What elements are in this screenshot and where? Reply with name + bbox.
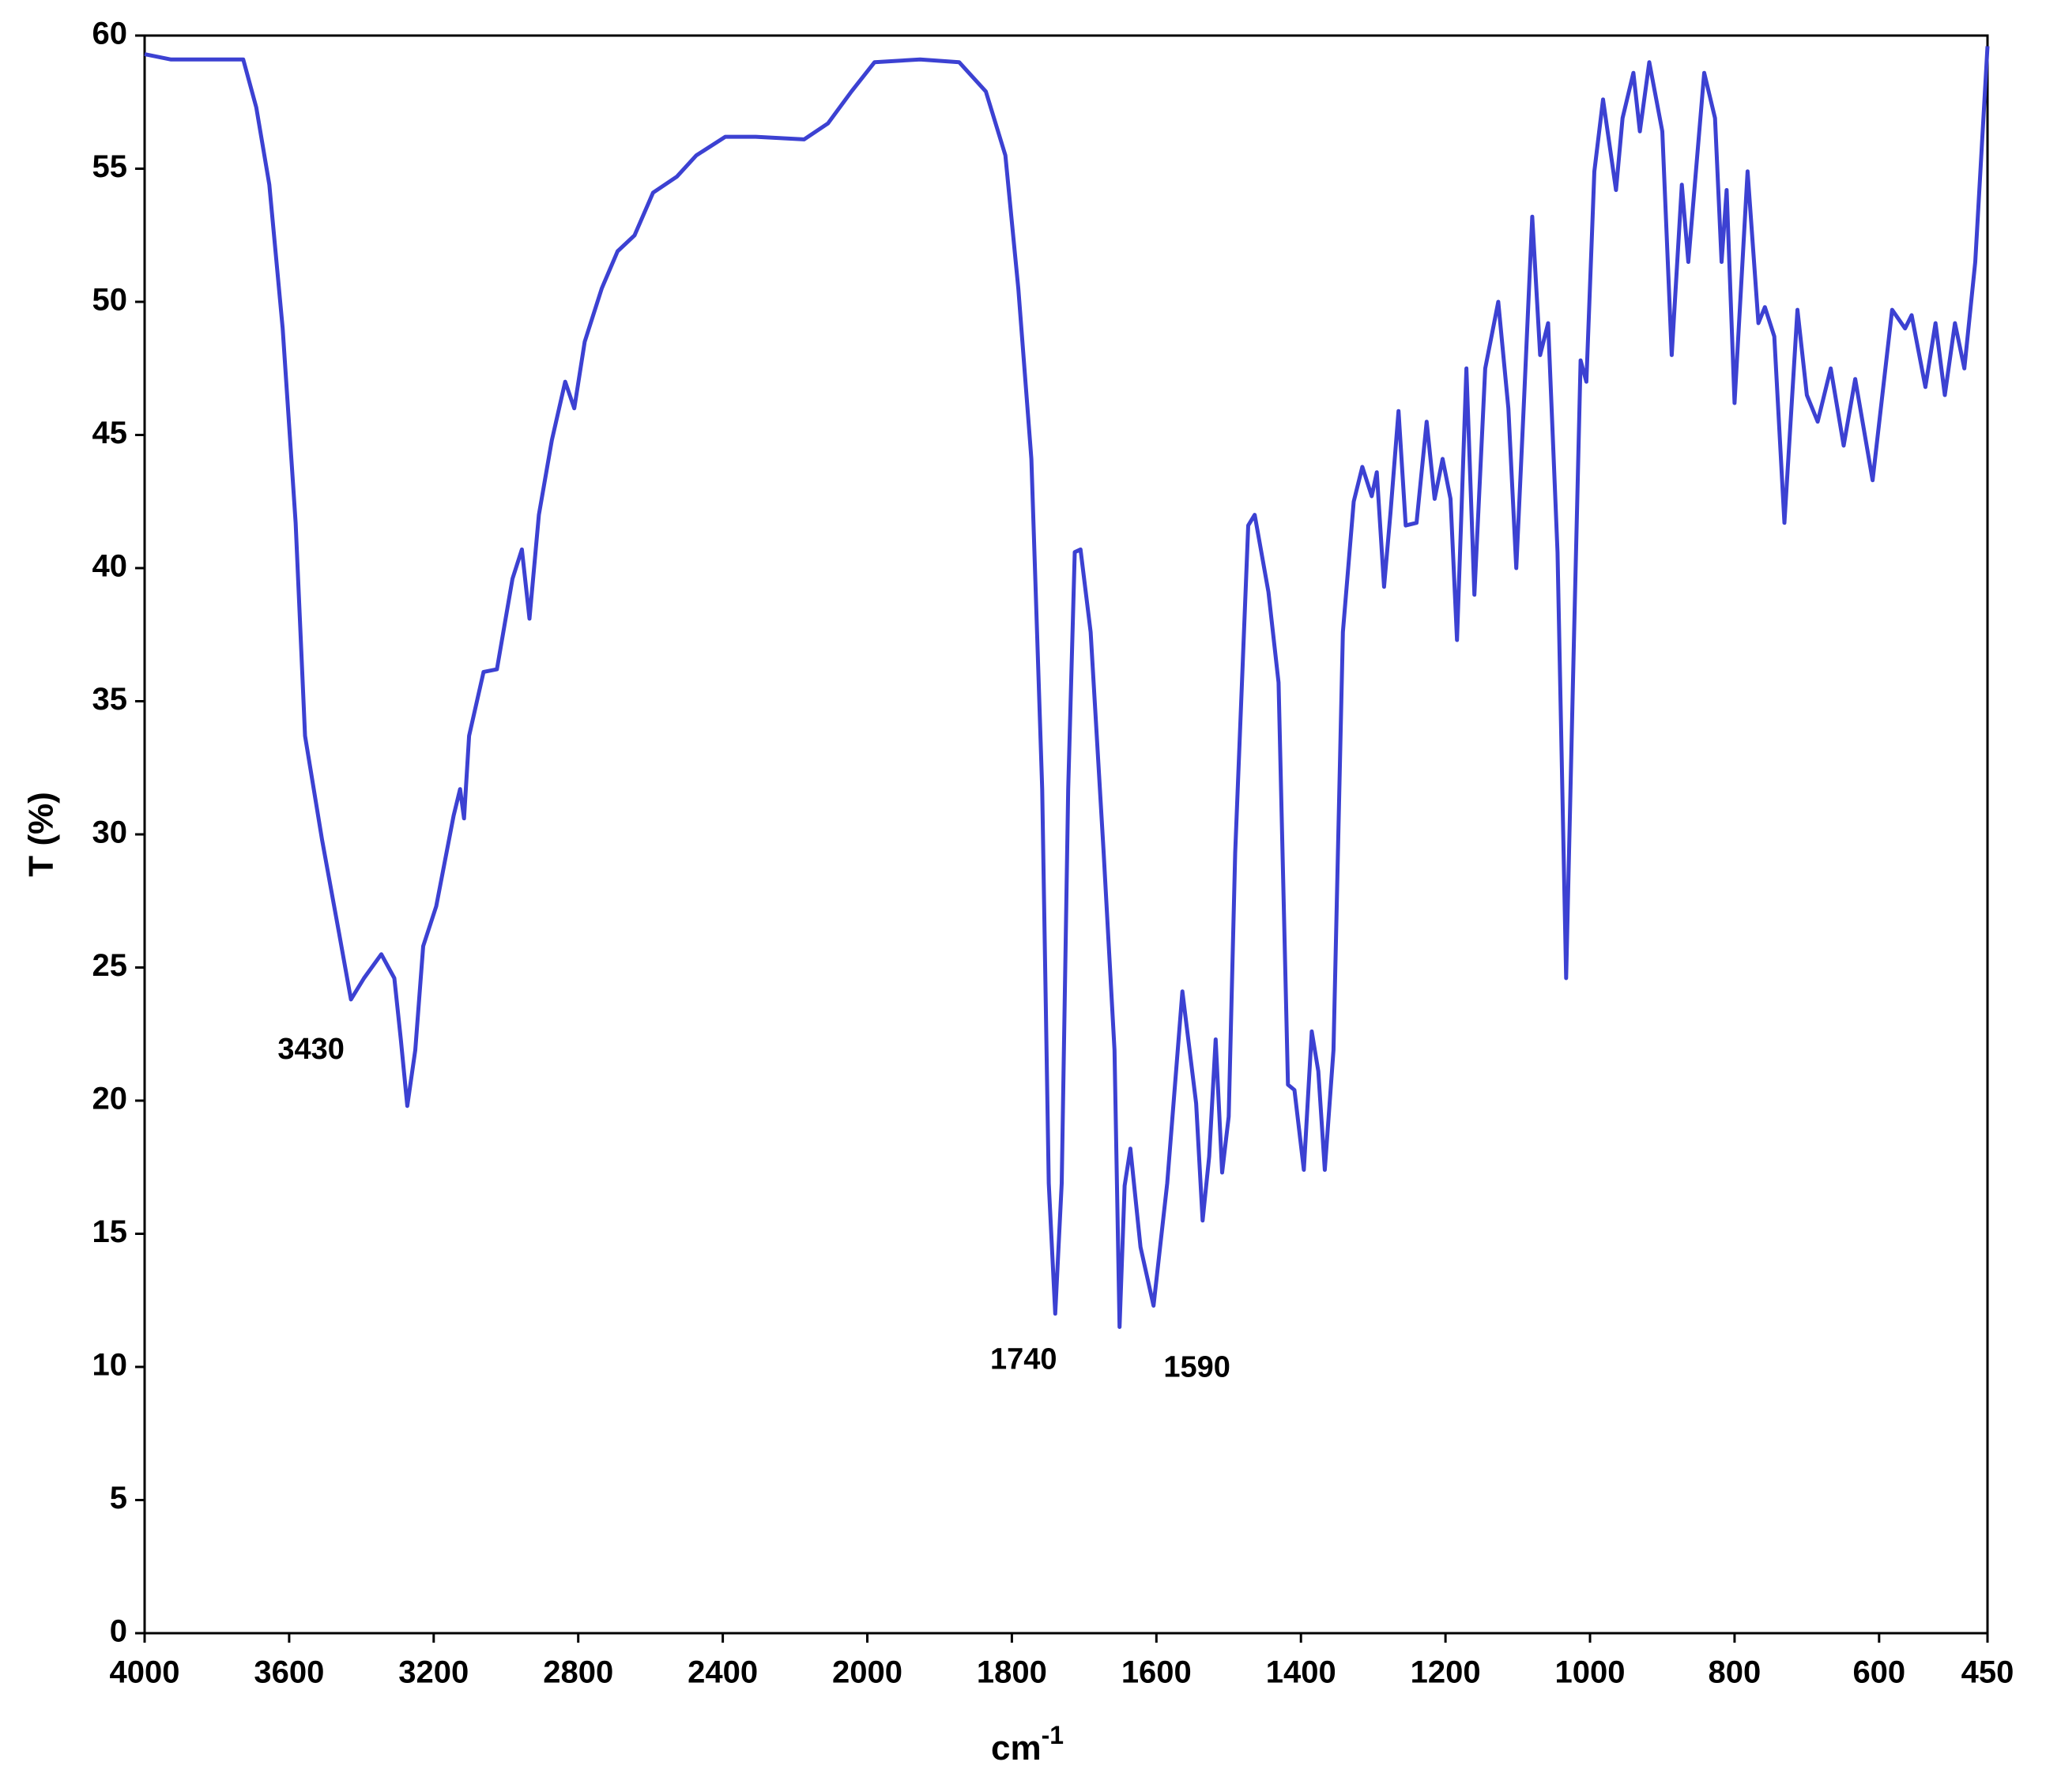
y-tick-label: 30 bbox=[92, 815, 128, 850]
y-tick-label: 55 bbox=[92, 149, 128, 184]
x-tick-label: 2000 bbox=[832, 1655, 902, 1690]
y-tick-label: 45 bbox=[92, 416, 128, 450]
y-tick-label: 15 bbox=[92, 1214, 128, 1249]
plot-frame bbox=[143, 34, 1989, 1635]
x-axis-label-text: cm bbox=[991, 1729, 1042, 1768]
y-tick-label: 40 bbox=[92, 549, 128, 584]
peak-annotation: 1740 bbox=[990, 1343, 1057, 1376]
x-tick-label: 1200 bbox=[1411, 1655, 1481, 1690]
spectrum-line bbox=[144, 46, 1990, 1329]
x-tick-label: 1400 bbox=[1266, 1655, 1336, 1690]
x-tick-label: 1600 bbox=[1121, 1655, 1192, 1690]
x-tick-label: 3200 bbox=[398, 1655, 469, 1690]
x-tick-label: 2400 bbox=[688, 1655, 758, 1690]
x-tick-label: 4000 bbox=[110, 1655, 180, 1690]
x-tick-label: 450 bbox=[1961, 1655, 2014, 1690]
x-tick-label: 800 bbox=[1709, 1655, 1761, 1690]
y-tick-label: 10 bbox=[92, 1348, 128, 1383]
x-tick-label: 1800 bbox=[977, 1655, 1047, 1690]
y-tick-label: 20 bbox=[92, 1082, 128, 1116]
y-tick-label: 35 bbox=[92, 682, 128, 717]
y-tick-label: 0 bbox=[110, 1614, 127, 1649]
x-axis-label: cm-1 bbox=[991, 1721, 1064, 1767]
x-tick-label: 600 bbox=[1852, 1655, 1905, 1690]
x-axis-label-superscript: -1 bbox=[1042, 1721, 1064, 1749]
y-tick-label: 50 bbox=[92, 283, 128, 318]
x-tick-label: 2800 bbox=[543, 1655, 613, 1690]
peak-annotation: 1590 bbox=[1163, 1351, 1230, 1384]
y-tick-label: 25 bbox=[92, 948, 128, 983]
y-tick-label: 5 bbox=[110, 1481, 127, 1515]
y-tick-label: 60 bbox=[92, 17, 128, 51]
y-axis-label: T (%) bbox=[22, 792, 61, 877]
x-tick-label: 3600 bbox=[254, 1655, 324, 1690]
x-tick-label: 1000 bbox=[1555, 1655, 1626, 1690]
peak-annotation: 3430 bbox=[277, 1033, 345, 1066]
